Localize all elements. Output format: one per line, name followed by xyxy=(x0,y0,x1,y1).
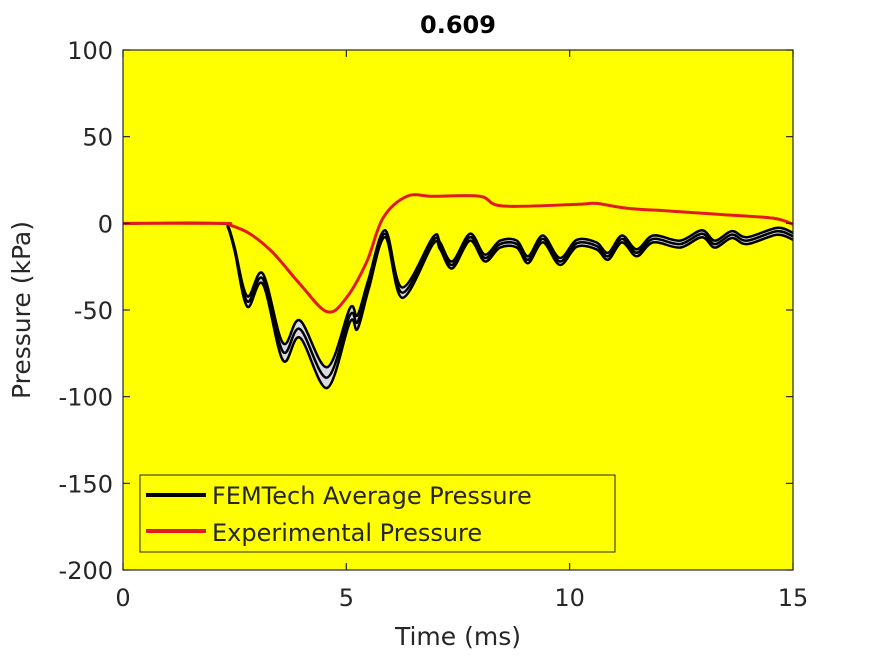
x-tick-label: 10 xyxy=(554,584,585,612)
series-line-femtech xyxy=(122,221,794,379)
series-line-experimental xyxy=(122,193,794,314)
legend: FEMTech Average Pressure Experimental Pr… xyxy=(139,474,616,553)
x-tick-label: 0 xyxy=(115,584,130,612)
y-tick-label: -100 xyxy=(59,384,113,412)
x-axis-label: Time (ms) xyxy=(394,622,521,651)
x-tick-label: 15 xyxy=(778,584,809,612)
y-tick-label: -150 xyxy=(59,470,113,498)
y-tick-label: -50 xyxy=(74,297,113,325)
legend-label-experimental: Experimental Pressure xyxy=(212,519,482,547)
x-tick-label: 5 xyxy=(339,584,354,612)
y-tick-label: 50 xyxy=(82,124,113,152)
y-axis-label: Pressure (kPa) xyxy=(7,221,36,399)
chart-title: 0.609 xyxy=(420,11,496,39)
y-tick-label: -200 xyxy=(59,557,113,585)
y-tick-label: 100 xyxy=(67,37,113,65)
y-tick-label: 0 xyxy=(98,210,113,238)
band-upper-line xyxy=(122,221,794,369)
legend-label-femtech: FEMTech Average Pressure xyxy=(212,482,532,510)
legend-box xyxy=(139,474,616,553)
band-lower-line xyxy=(122,221,794,390)
band-fill xyxy=(123,223,793,389)
